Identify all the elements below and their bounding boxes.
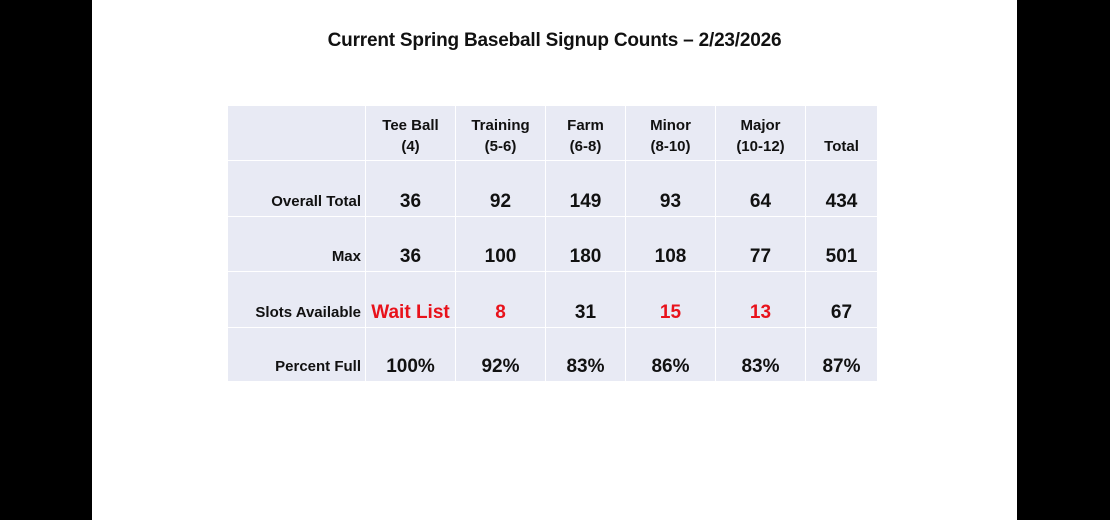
header-major: Major (10-12) [715,105,806,161]
header-minor: Minor (8-10) [625,105,716,161]
cell: 77 [715,216,806,272]
header-empty-cell [227,105,366,161]
table-row: Slots Available Wait List 8 31 15 13 67 [227,271,878,328]
cell: 86% [625,327,716,382]
cell: 83% [545,327,626,382]
slide: Current Spring Baseball Signup Counts – … [92,0,1017,520]
page-title: Current Spring Baseball Signup Counts – … [327,30,782,51]
table-row: Percent Full 100% 92% 83% 86% 83% 87% [227,327,878,382]
cell: 92 [455,160,546,217]
cell-highlight: 13 [715,271,806,328]
header-line2: (5-6) [484,138,517,155]
header-line2: (8-10) [650,138,691,155]
header-line2: (4) [401,138,420,155]
table-row: Overall Total 36 92 149 93 64 434 [227,160,878,217]
header-line1: Major [740,117,781,134]
cell: 31 [545,271,626,328]
header-total: Total [805,105,878,161]
cell: 149 [545,160,626,217]
row-label: Slots Available [227,271,366,328]
cell: 434 [805,160,878,217]
cell: 501 [805,216,878,272]
row-label: Max [227,216,366,272]
cell: 87% [805,327,878,382]
cell: 67 [805,271,878,328]
cell-highlight: 15 [625,271,716,328]
header-line2: Total [824,138,859,155]
cell: 64 [715,160,806,217]
cell: 100% [365,327,456,382]
row-label: Percent Full [227,327,366,382]
header-line1: Tee Ball [382,117,439,134]
cell: 92% [455,327,546,382]
header-line1: Minor [650,117,691,134]
cell: 83% [715,327,806,382]
table-row: Max 36 100 180 108 77 501 [227,216,878,272]
header-line2: (10-12) [736,138,785,155]
cell-highlight: 8 [455,271,546,328]
header-line1: Training [471,117,530,134]
cell: 36 [365,216,456,272]
header-line2: (6-8) [569,138,602,155]
header-training: Training (5-6) [455,105,546,161]
table-header-row: Tee Ball (4) Training (5-6) Farm (6-8) Mino… [227,105,878,161]
header-line1: Farm [567,117,604,134]
cell: 180 [545,216,626,272]
signup-counts-table: Tee Ball (4) Training (5-6) Farm (6-8) Mino… [227,105,878,382]
cell: 36 [365,160,456,217]
cell: 93 [625,160,716,217]
row-label: Overall Total [227,160,366,217]
cell: 108 [625,216,716,272]
header-tee-ball: Tee Ball (4) [365,105,456,161]
cell-highlight: Wait List [365,271,456,328]
header-farm: Farm (6-8) [545,105,626,161]
cell: 100 [455,216,546,272]
